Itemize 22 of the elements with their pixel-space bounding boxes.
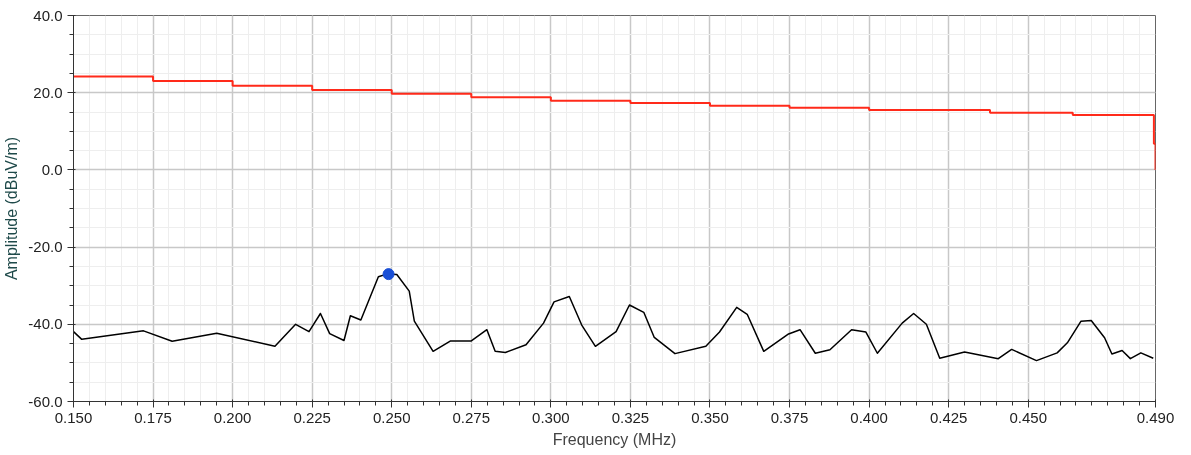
x-tick-label: 0.200 (213, 408, 252, 426)
x-tick-label: 0.150 (54, 408, 93, 426)
x-tick-label: 0.400 (850, 408, 888, 426)
x-tick-label: 0.225 (293, 408, 331, 426)
x-tick-label: 0.250 (372, 408, 411, 426)
x-tick-label: 0.325 (611, 408, 650, 426)
y-tick-label: -40.0 (28, 315, 63, 333)
y-tick-label: 40.0 (33, 6, 63, 24)
y-tick-label: -60.0 (28, 392, 63, 410)
x-tick-label: 0.425 (929, 408, 968, 426)
x-tick-label: 0.490 (1136, 408, 1175, 426)
x-tick-label: 0.350 (691, 408, 729, 426)
x-tick-label: 0.175 (134, 408, 172, 426)
x-tick-label: 0.275 (452, 408, 491, 426)
y-axis-title: Amplitude (dBuV/m) (3, 136, 21, 281)
x-tick-label: 0.450 (1009, 408, 1047, 426)
y-tick-label: 0.0 (41, 160, 63, 178)
x-tick-label: 0.300 (532, 408, 570, 426)
y-tick-label: -20.0 (28, 238, 63, 256)
x-tick-label: 0.375 (770, 408, 809, 426)
x-axis-title: Frequency (MHz) (552, 430, 677, 448)
y-tick-label: 20.0 (33, 83, 63, 101)
